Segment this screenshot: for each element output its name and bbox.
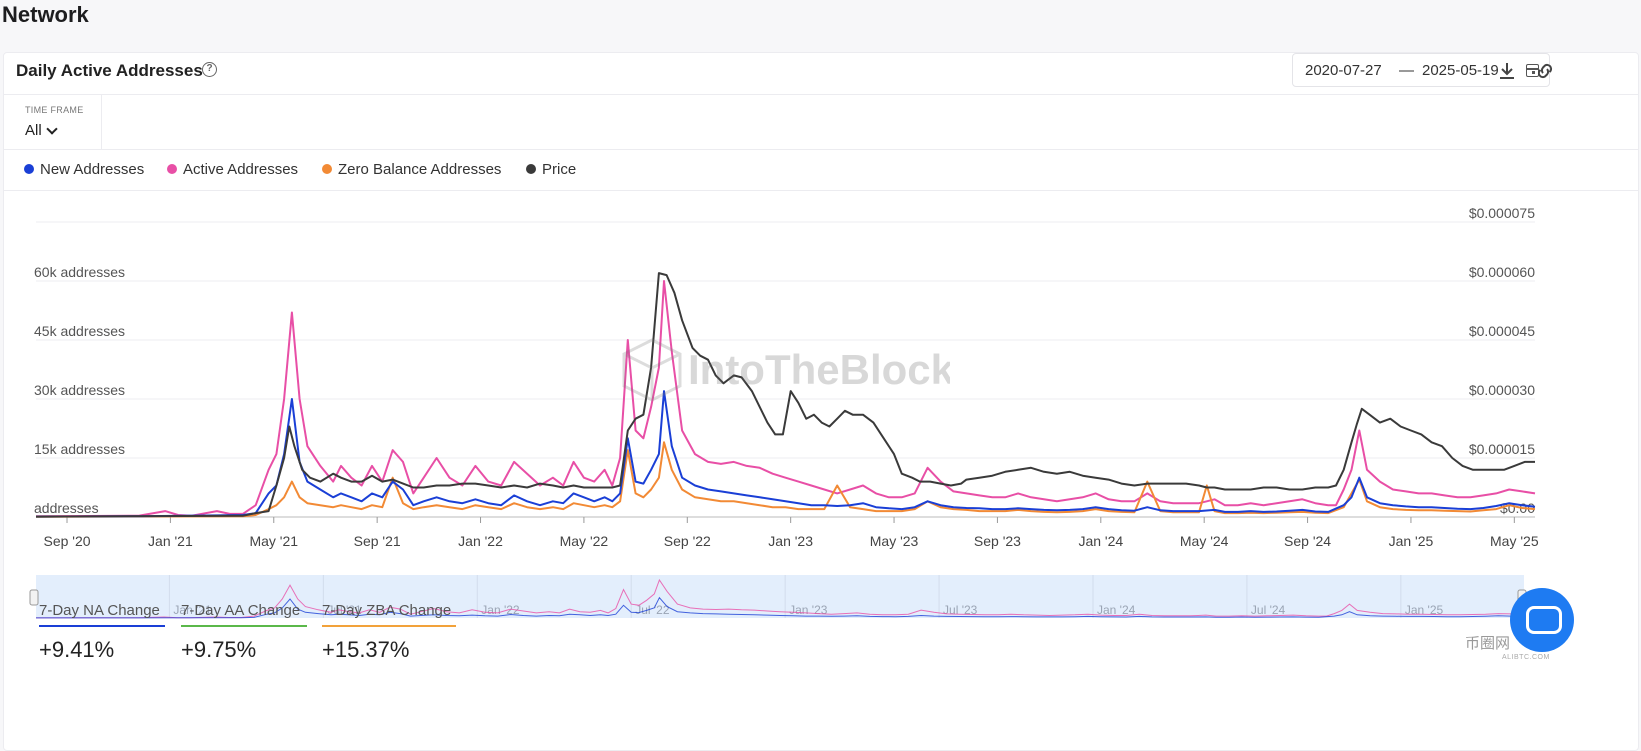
stat-underline — [181, 625, 307, 627]
stat-underline — [39, 625, 165, 627]
stat-zba-change: 7-Day ZBA Change +15.37% — [322, 602, 456, 663]
y-right-tick-label: $0.000075 — [1469, 205, 1535, 221]
y-right-tick-label: $0.000030 — [1469, 382, 1535, 398]
stat-label: 7-Day NA Change — [39, 602, 160, 619]
date-to: 2025-05-19 — [1422, 62, 1499, 79]
x-tick-label: May '22 — [560, 533, 609, 549]
watermark-cube-icon — [622, 338, 682, 402]
navigator-tick-label: Jul '21 — [327, 603, 362, 617]
date-from: 2020-07-27 — [1305, 62, 1382, 79]
x-tick-label: Sep '22 — [664, 533, 711, 549]
navigator-tick-label: Jul '23 — [943, 603, 978, 617]
x-tick-label: Sep '24 — [1284, 533, 1331, 549]
y-left-tick-label: 30k addresses — [34, 382, 125, 398]
legend-label: New Addresses — [40, 161, 145, 178]
navigator-tick-label: Jan '22 — [481, 603, 520, 617]
chat-support-button[interactable] — [1510, 588, 1574, 652]
x-tick-label: May '21 — [249, 533, 298, 549]
stat-na-change: 7-Day NA Change +9.41% — [39, 602, 165, 663]
x-tick-label: Jan '25 — [1389, 533, 1434, 549]
timeframe-value: All — [25, 122, 42, 139]
x-tick-label: Jan '24 — [1078, 533, 1123, 549]
legend-item-zero-balance-addresses[interactable]: Zero Balance Addresses — [322, 161, 501, 178]
watermark-logo: IntoTheBlock — [622, 338, 950, 402]
series-line-active-addresses — [35, 280, 1536, 518]
help-circle-icon[interactable]: ? — [202, 62, 217, 77]
x-tick-label: Sep '23 — [974, 533, 1021, 549]
timeframe-row: TIME FRAME All — [4, 95, 1638, 150]
navigator-tick-label: Jul '22 — [635, 603, 670, 617]
navigator-tick-label: Jan '24 — [1097, 603, 1136, 617]
x-tick-label: Jan '23 — [768, 533, 813, 549]
series-line-zero-balance-addresses — [35, 441, 1536, 518]
legend-label: Price — [542, 161, 577, 178]
x-tick-label: Sep '20 — [43, 533, 90, 549]
stat-value: +15.37% — [322, 637, 410, 662]
legend: New Addresses Active Addresses Zero Bala… — [4, 151, 1638, 191]
y-left-tick-label: addresses — [34, 500, 99, 516]
legend-dot — [24, 164, 34, 174]
legend-item-price[interactable]: Price — [526, 161, 576, 178]
y-right-tick-label: $0.000045 — [1469, 323, 1535, 339]
legend-dot — [167, 164, 177, 174]
navigator-series-active-addresses — [35, 578, 1525, 619]
x-tick-label: May '23 — [870, 533, 919, 549]
legend-label: Active Addresses — [183, 161, 299, 178]
x-tick-label: Jan '22 — [458, 533, 503, 549]
legend-dot — [526, 164, 536, 174]
legend-label: Zero Balance Addresses — [338, 161, 502, 178]
timeframe-label: TIME FRAME — [25, 105, 84, 115]
stat-underline — [322, 625, 456, 627]
y-right-tick-label: $0.000015 — [1469, 441, 1535, 457]
y-left-tick-label: 60k addresses — [34, 264, 125, 280]
navigator-series-new-addresses — [36, 596, 1525, 619]
navigator-tick-label: Jan '21 — [173, 603, 212, 617]
navigator-tick-label: Jan '25 — [1405, 603, 1444, 617]
timeframe-selector[interactable]: TIME FRAME All — [4, 95, 102, 150]
y-left-tick-label: 15k addresses — [34, 441, 125, 457]
stat-label: 7-Day AA Change — [181, 602, 301, 619]
navigator-tick-label: Jan '23 — [789, 603, 828, 617]
card-header: Daily Active Addresses ? 2020-07-27 — 20… — [4, 53, 1638, 95]
stat-value: +9.41% — [39, 637, 115, 662]
x-tick-label: May '24 — [1180, 533, 1229, 549]
legend-dot — [322, 164, 332, 174]
x-tick-label: May '25 — [1490, 533, 1539, 549]
stat-value: +9.75% — [181, 637, 257, 662]
watermark-text: IntoTheBlock — [688, 346, 950, 393]
legend-item-new-addresses[interactable]: New Addresses — [24, 161, 144, 178]
page-title: Network — [2, 2, 89, 27]
date-separator: — — [1399, 62, 1414, 79]
legend-item-active-addresses[interactable]: Active Addresses — [167, 161, 298, 178]
navigator-handle-left — [29, 589, 39, 606]
y-right-tick-label: $0.000060 — [1469, 264, 1535, 280]
calendar-icon — [1526, 64, 1539, 77]
x-tick-label: Jan '21 — [148, 533, 193, 549]
card-title: Daily Active Addresses — [16, 61, 203, 80]
stat-label: 7-Day ZBA Change — [322, 602, 452, 619]
stat-aa-change: 7-Day AA Change +9.75% — [181, 602, 307, 663]
y-left-tick-label: 45k addresses — [34, 323, 125, 339]
navigator-tick-label: Jul '24 — [1251, 603, 1286, 617]
series-line-new-addresses — [35, 390, 1536, 518]
x-tick-label: Sep '21 — [354, 533, 401, 549]
download-icon[interactable] — [1495, 59, 1519, 83]
link-icon[interactable] — [1533, 59, 1557, 83]
date-range-picker[interactable]: 2020-07-27 — 2025-05-19 — [1292, 53, 1550, 87]
corner-logo: 币圈网 — [1465, 635, 1511, 652]
chart-card: Daily Active Addresses ? 2020-07-27 — 20… — [3, 52, 1639, 751]
corner-logo-sub: ALIBTC.COM — [1502, 654, 1550, 661]
series-line-price — [35, 272, 1535, 518]
